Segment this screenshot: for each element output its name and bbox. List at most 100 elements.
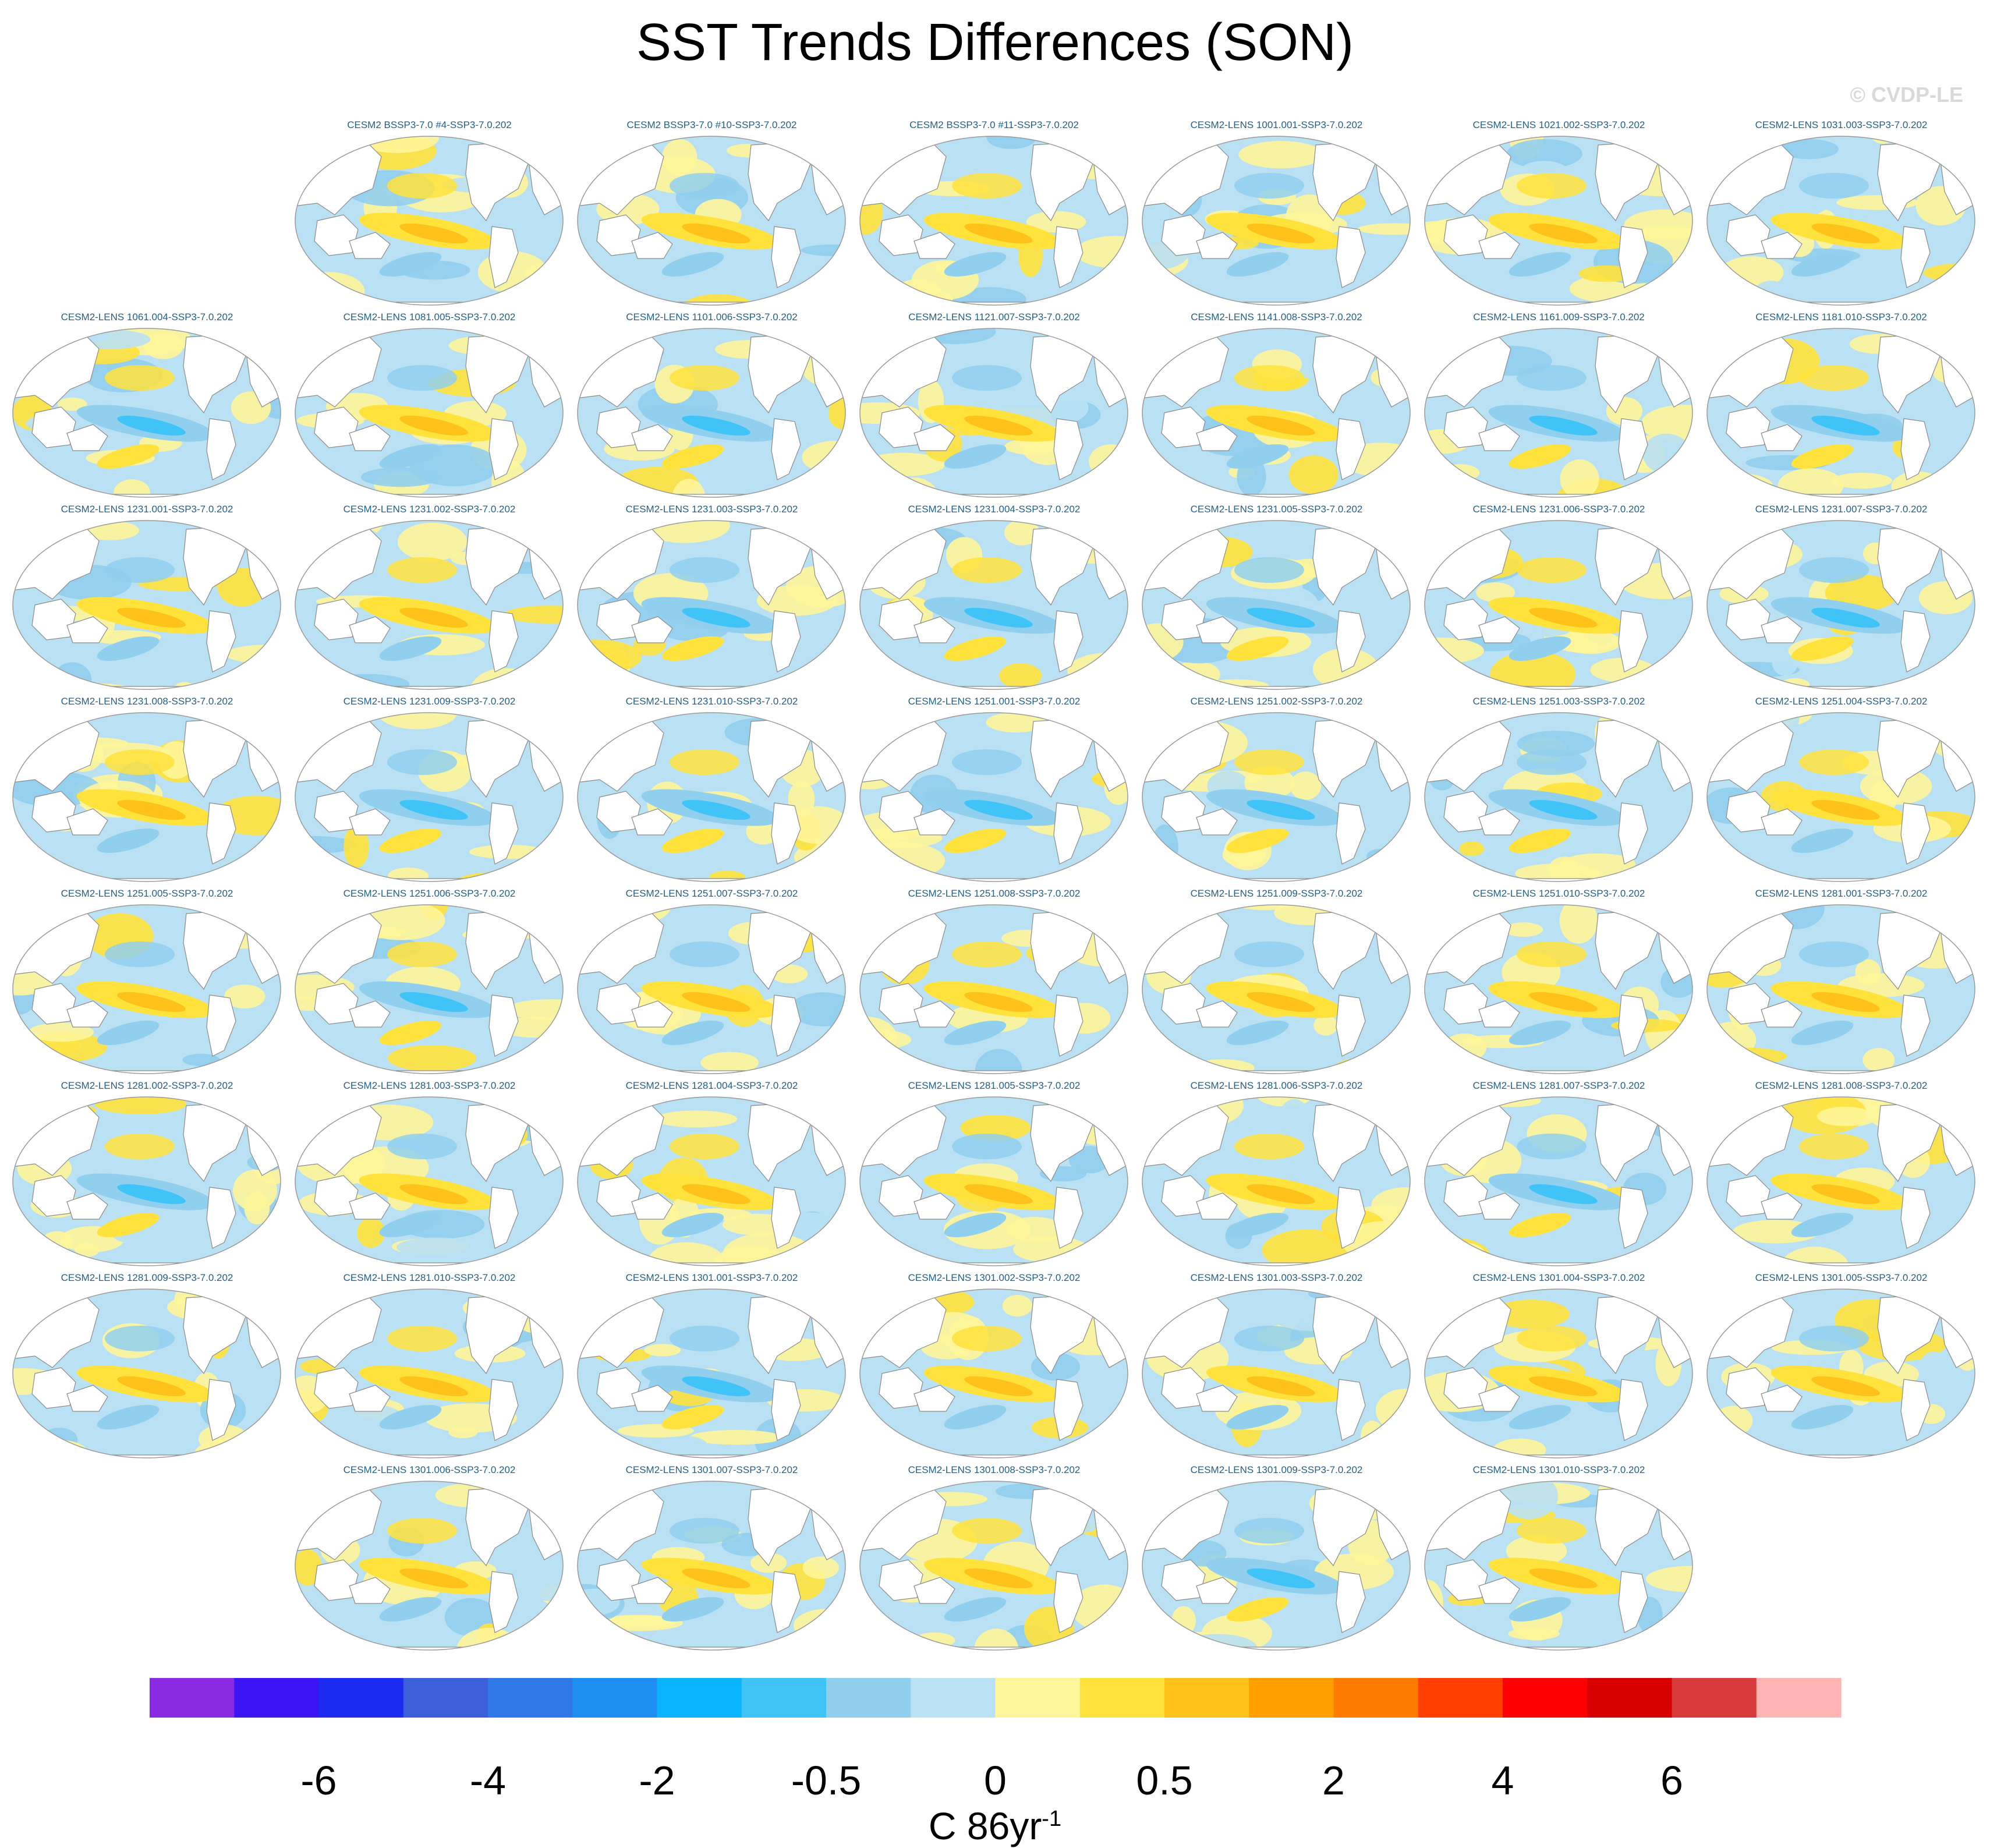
map-panel: CESM2-LENS 1281.002-SSP3-7.0.202 xyxy=(12,1080,282,1269)
colorbar-segment xyxy=(318,1678,404,1718)
panel-title: CESM2-LENS 1161.009-SSP3-7.0.202 xyxy=(1473,311,1645,323)
panel-title: CESM2-LENS 1281.010-SSP3-7.0.202 xyxy=(343,1272,516,1283)
map-panel: CESM2-LENS 1251.001-SSP3-7.0.202 xyxy=(859,696,1129,885)
colorbar-tick-label: -0.5 xyxy=(791,1758,862,1803)
map-panel: CESM2-LENS 1231.006-SSP3-7.0.202 xyxy=(1424,504,1694,693)
sst-trend-map xyxy=(295,904,564,1074)
map-panel: CESM2-LENS 1251.003-SSP3-7.0.202 xyxy=(1424,696,1694,885)
panel-title: CESM2-LENS 1231.003-SSP3-7.0.202 xyxy=(625,504,798,515)
colorbar-segment xyxy=(403,1678,488,1718)
sst-trend-map xyxy=(577,1481,846,1651)
sst-trend-map xyxy=(12,328,281,498)
map-panel: CESM2-LENS 1281.010-SSP3-7.0.202 xyxy=(294,1272,565,1461)
panel-title: CESM2 BSSP3-7.0 #4-SSP3-7.0.202 xyxy=(347,119,512,130)
sst-trend-map xyxy=(295,1288,564,1458)
colorbar-segment xyxy=(488,1678,573,1718)
sst-trend-map xyxy=(1424,712,1693,882)
map-panel: CESM2-LENS 1231.009-SSP3-7.0.202 xyxy=(294,696,565,885)
sst-trend-map xyxy=(295,136,564,306)
panel-title: CESM2-LENS 1251.002-SSP3-7.0.202 xyxy=(1190,696,1363,707)
map-panel: CESM2-LENS 1001.001-SSP3-7.0.202 xyxy=(1141,119,1412,309)
sst-trend-map xyxy=(859,520,1128,690)
sst-trend-map xyxy=(1142,712,1411,882)
sst-trend-map xyxy=(295,328,564,498)
panel-title: CESM2-LENS 1101.006-SSP3-7.0.202 xyxy=(626,311,798,323)
map-panel: CESM2-LENS 1281.007-SSP3-7.0.202 xyxy=(1424,1080,1694,1269)
panel-title: CESM2-LENS 1281.008-SSP3-7.0.202 xyxy=(1755,1080,1928,1091)
panel-title: CESM2-LENS 1301.005-SSP3-7.0.202 xyxy=(1755,1272,1928,1283)
panel-title: CESM2-LENS 1181.010-SSP3-7.0.202 xyxy=(1755,311,1927,323)
map-panel: CESM2-LENS 1301.001-SSP3-7.0.202 xyxy=(576,1272,847,1461)
sst-trend-map xyxy=(295,1096,564,1266)
sst-trend-map xyxy=(859,1481,1128,1651)
colorbar-tick-label: -4 xyxy=(469,1758,507,1803)
panel-title: CESM2-LENS 1281.006-SSP3-7.0.202 xyxy=(1190,1080,1363,1091)
colorbar-tick-label: 2 xyxy=(1322,1758,1345,1803)
panel-title: CESM2-LENS 1301.007-SSP3-7.0.202 xyxy=(625,1464,798,1475)
map-panel: CESM2-LENS 1141.008-SSP3-7.0.202 xyxy=(1141,311,1412,501)
sst-trend-map xyxy=(1142,1096,1411,1266)
map-panel: CESM2-LENS 1061.004-SSP3-7.0.202 xyxy=(12,311,282,501)
sst-trend-map xyxy=(1424,1288,1693,1458)
colorbar-segment xyxy=(1587,1678,1673,1718)
sst-trend-map xyxy=(1424,328,1693,498)
map-panel: CESM2-LENS 1301.007-SSP3-7.0.202 xyxy=(576,1464,847,1654)
map-panel: CESM2-LENS 1081.005-SSP3-7.0.202 xyxy=(294,311,565,501)
panel-title: CESM2-LENS 1021.002-SSP3-7.0.202 xyxy=(1472,119,1645,130)
panel-title: CESM2-LENS 1231.009-SSP3-7.0.202 xyxy=(343,696,516,707)
map-panel: CESM2-LENS 1301.003-SSP3-7.0.202 xyxy=(1141,1272,1412,1461)
colorbar-tick-label: 0 xyxy=(984,1758,1007,1803)
colorbar-segment xyxy=(234,1678,320,1718)
sst-trend-map xyxy=(295,712,564,882)
sst-trend-map xyxy=(1706,136,1975,306)
map-panel: CESM2-LENS 1021.002-SSP3-7.0.202 xyxy=(1424,119,1694,309)
sst-trend-map xyxy=(1142,520,1411,690)
map-panel: CESM2-LENS 1281.006-SSP3-7.0.202 xyxy=(1141,1080,1412,1269)
panel-title: CESM2-LENS 1121.007-SSP3-7.0.202 xyxy=(908,311,1080,323)
figure-title: SST Trends Differences (SON) xyxy=(636,13,1354,72)
sst-trend-map xyxy=(1706,520,1975,690)
panel-title: CESM2-LENS 1231.001-SSP3-7.0.202 xyxy=(61,504,233,515)
map-panel: CESM2-LENS 1301.006-SSP3-7.0.202 xyxy=(294,1464,565,1654)
panel-title: CESM2-LENS 1281.002-SSP3-7.0.202 xyxy=(61,1080,233,1091)
panel-title: CESM2-LENS 1281.004-SSP3-7.0.202 xyxy=(625,1080,798,1091)
watermark: © CVDP-LE xyxy=(1850,83,1963,107)
colorbar-tick-label: 6 xyxy=(1660,1758,1683,1803)
colorbar-tick-label: -2 xyxy=(639,1758,675,1803)
panel-title: CESM2-LENS 1251.007-SSP3-7.0.202 xyxy=(625,888,798,899)
panel-title: CESM2-LENS 1251.005-SSP3-7.0.202 xyxy=(61,888,233,899)
panel-title: CESM2-LENS 1141.008-SSP3-7.0.202 xyxy=(1191,311,1362,323)
map-panel: CESM2-LENS 1231.010-SSP3-7.0.202 xyxy=(576,696,847,885)
colorbar-tick-label: 0.5 xyxy=(1136,1758,1193,1803)
colorbar-segment xyxy=(1418,1678,1503,1718)
sst-trend-map xyxy=(1424,136,1693,306)
panel-title: CESM2-LENS 1231.010-SSP3-7.0.202 xyxy=(625,696,798,707)
sst-trend-map xyxy=(859,136,1128,306)
sst-trend-map xyxy=(859,904,1128,1074)
units-exponent: -1 xyxy=(1042,1807,1062,1831)
map-panel: CESM2 BSSP3-7.0 #10-SSP3-7.0.202 xyxy=(576,119,847,309)
panel-title: CESM2-LENS 1231.006-SSP3-7.0.202 xyxy=(1472,504,1645,515)
panel-title: CESM2-LENS 1231.007-SSP3-7.0.202 xyxy=(1755,504,1928,515)
panel-title: CESM2-LENS 1281.001-SSP3-7.0.202 xyxy=(1755,888,1928,899)
sst-trend-map xyxy=(1424,520,1693,690)
sst-trend-map xyxy=(1424,1481,1693,1651)
panel-title: CESM2-LENS 1301.003-SSP3-7.0.202 xyxy=(1190,1272,1363,1283)
panel-title: CESM2-LENS 1061.004-SSP3-7.0.202 xyxy=(61,311,233,323)
map-panel: CESM2-LENS 1251.010-SSP3-7.0.202 xyxy=(1424,888,1694,1077)
panel-title: CESM2-LENS 1281.009-SSP3-7.0.202 xyxy=(61,1272,233,1283)
panel-title: CESM2-LENS 1301.008-SSP3-7.0.202 xyxy=(908,1464,1081,1475)
map-panel: CESM2-LENS 1301.010-SSP3-7.0.202 xyxy=(1424,1464,1694,1654)
colorbar-segment xyxy=(1756,1678,1842,1718)
sst-trend-map xyxy=(859,1288,1128,1458)
panel-title: CESM2-LENS 1301.006-SSP3-7.0.202 xyxy=(343,1464,516,1475)
sst-trend-map xyxy=(1424,1096,1693,1266)
map-panel: CESM2-LENS 1301.005-SSP3-7.0.202 xyxy=(1706,1272,1977,1461)
units-base: C 86yr xyxy=(928,1804,1042,1847)
map-panel: CESM2-LENS 1301.009-SSP3-7.0.202 xyxy=(1141,1464,1412,1654)
colorbar-segment xyxy=(657,1678,742,1718)
panel-title: CESM2-LENS 1251.004-SSP3-7.0.202 xyxy=(1755,696,1928,707)
sst-trend-map xyxy=(577,904,846,1074)
sst-trend-map xyxy=(12,1288,281,1458)
sst-trend-map xyxy=(859,1096,1128,1266)
